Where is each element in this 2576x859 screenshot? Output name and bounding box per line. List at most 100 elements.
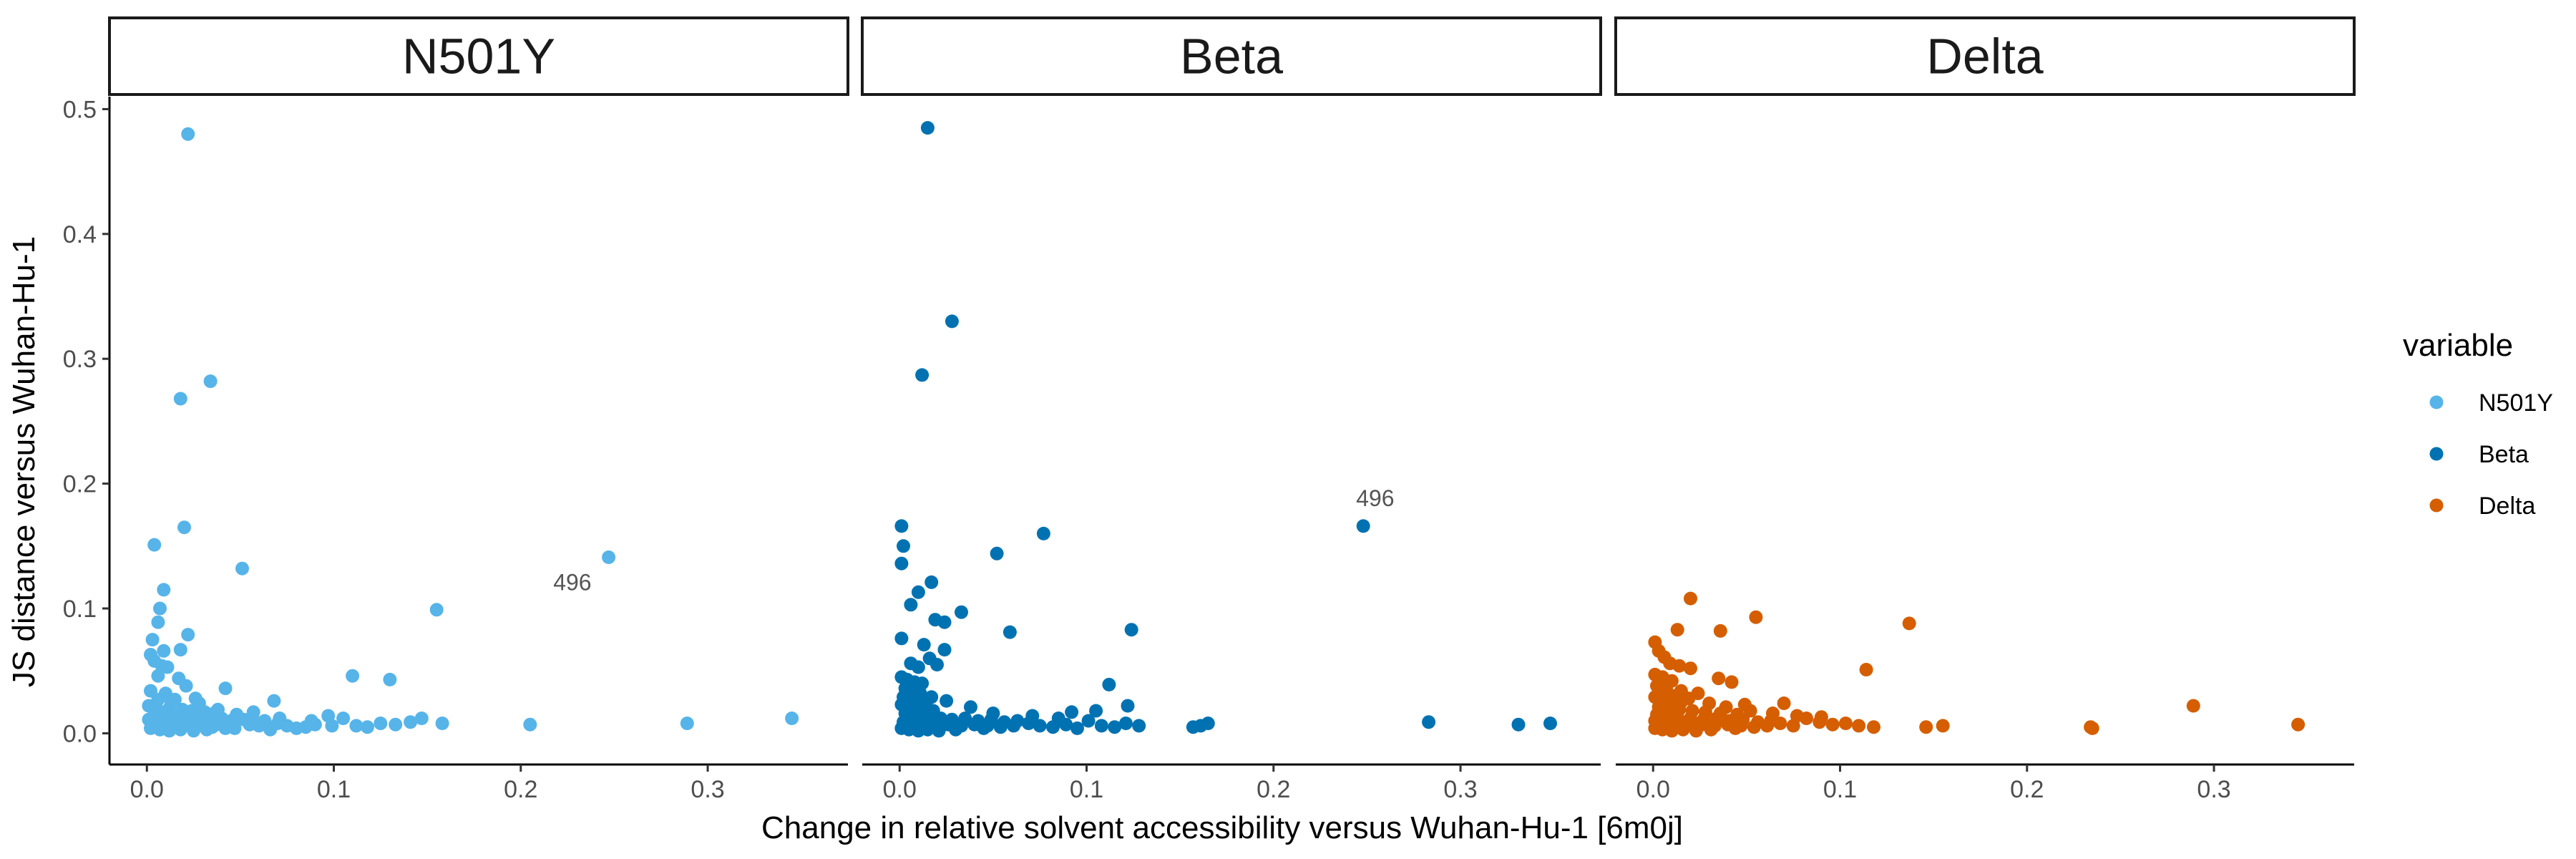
y-tick-label: 0.4: [63, 221, 97, 248]
data-point-beta: [937, 615, 952, 629]
data-point-delta: [1814, 710, 1828, 724]
data-point-n501y: [145, 633, 160, 647]
data-point-delta: [1728, 721, 1742, 735]
data-point-beta: [940, 694, 954, 708]
data-point-n501y: [157, 583, 171, 597]
data-point-n501y: [404, 715, 418, 729]
facet-label-delta: Delta: [1926, 29, 2043, 84]
data-point-delta: [2291, 717, 2306, 732]
data-point-n501y: [203, 374, 218, 389]
data-point-n501y: [785, 712, 799, 725]
data-point-delta: [1672, 659, 1687, 673]
data-point-delta: [1852, 719, 1866, 733]
data-point-delta: [1749, 610, 1763, 624]
data-point-n501y: [680, 717, 694, 730]
data-point-delta: [1838, 717, 1853, 730]
data-point-n501y: [142, 712, 156, 727]
x-tick-label: 0.3: [691, 776, 724, 803]
x-tick-label: 0.1: [317, 776, 351, 803]
legend-label-n501y: N501Y: [2479, 389, 2553, 417]
x-axis-title: Change in relative solvent accessibility…: [761, 810, 1683, 845]
x-tick-label: 0.0: [883, 776, 917, 803]
data-point-beta: [1081, 714, 1096, 728]
data-point-beta: [1070, 721, 1084, 735]
data-point-delta: [1704, 722, 1718, 737]
data-point-beta: [894, 519, 909, 533]
panel-delta: Delta 0.0 0.1 0.2 0.3: [1614, 16, 2356, 803]
legend-label-delta: Delta: [2479, 492, 2535, 520]
data-point-n501y: [218, 721, 233, 735]
data-point-beta: [1108, 720, 1122, 734]
data-point-n501y: [160, 719, 175, 733]
data-point-beta: [1201, 717, 1215, 730]
data-point-n501y: [246, 705, 260, 719]
data-point-n501y: [273, 712, 287, 725]
facet-strip-delta: [1614, 16, 2356, 96]
data-point-n501y: [147, 538, 162, 552]
panel-beta: Beta 0.0 0.1 0.2 0.3 496: [861, 16, 1602, 803]
legend: variable N501Y Beta Delta: [2403, 328, 2553, 520]
x-tick-label: 0.1: [1823, 776, 1857, 803]
legend-key-n501y: [2429, 395, 2444, 409]
data-point-beta: [945, 314, 959, 329]
data-point-n501y: [383, 672, 397, 686]
data-point-beta: [955, 605, 968, 619]
data-point-delta: [1684, 661, 1697, 676]
data-point-delta: [1743, 704, 1757, 718]
data-point-beta: [1132, 719, 1146, 733]
data-point-beta: [1102, 677, 1116, 691]
data-point-beta: [1002, 625, 1017, 639]
data-point-beta: [930, 658, 944, 671]
data-point-beta: [920, 722, 935, 737]
data-point-beta: [1025, 709, 1040, 723]
data-point-beta: [949, 722, 963, 737]
data-point-n501y: [218, 681, 233, 696]
y-tick-label: 0.3: [63, 346, 97, 373]
data-point-delta: [1867, 720, 1880, 734]
data-point-n501y: [252, 719, 266, 733]
data-point-n501y: [160, 660, 175, 674]
data-point-n501y: [267, 694, 281, 708]
data-point-n501y: [346, 669, 360, 683]
data-point-delta: [1689, 724, 1703, 738]
data-point-delta: [1682, 691, 1696, 706]
data-point-delta: [1676, 722, 1690, 737]
data-point-delta: [1919, 720, 1933, 734]
data-point-beta: [993, 720, 1008, 734]
data-point-delta: [1712, 671, 1726, 686]
data-point-beta: [1422, 715, 1436, 729]
data-point-beta: [1124, 623, 1138, 637]
data-point-delta: [1664, 724, 1679, 738]
data-point-beta: [932, 724, 946, 738]
data-point-n501y: [173, 722, 187, 737]
data-point-delta: [1702, 697, 1717, 710]
data-point-beta: [1033, 719, 1047, 733]
x-tick-label: 0.0: [130, 776, 164, 803]
x-tick-label: 0.3: [2197, 776, 2230, 803]
data-point-n501y: [151, 692, 165, 707]
data-point-n501y: [602, 550, 616, 564]
data-point-delta: [1667, 689, 1681, 703]
data-point-n501y: [336, 712, 351, 725]
data-point-beta: [1543, 717, 1557, 730]
facet-strip-n501y: [108, 16, 849, 96]
data-point-delta: [1654, 685, 1668, 699]
y-tick-label: 0.5: [63, 96, 97, 123]
data-point-delta: [1719, 700, 1733, 714]
data-point-n501y: [181, 628, 195, 642]
data-point-n501y: [263, 722, 278, 737]
data-point-beta: [911, 585, 925, 599]
data-point-delta: [2186, 699, 2200, 713]
data-point-n501y: [389, 717, 403, 732]
data-point-beta: [1051, 712, 1065, 725]
data-point-beta: [924, 690, 939, 704]
x-tick-label: 0.0: [1636, 776, 1670, 803]
data-point-delta: [1766, 707, 1780, 720]
data-point-delta: [1747, 720, 1761, 734]
legend-label-beta: Beta: [2479, 441, 2529, 468]
facet-label-beta: Beta: [1180, 29, 1283, 84]
y-axis-title: JS distance versus Wuhan-Hu-1: [6, 236, 42, 687]
legend-key-delta: [2429, 498, 2444, 513]
data-point-n501y: [230, 707, 244, 722]
data-point-beta: [1356, 519, 1370, 533]
